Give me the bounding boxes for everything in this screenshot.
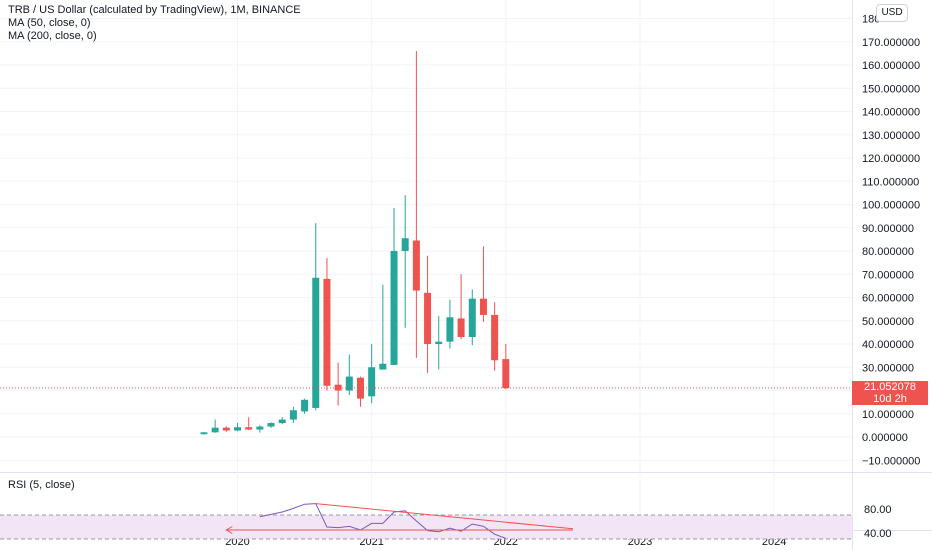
candle-body	[211, 427, 219, 433]
price-tick-label: 30.000000	[862, 362, 914, 374]
candle-body	[446, 317, 454, 342]
price-tick-label: 70.000000	[862, 269, 914, 281]
price-tick-label: 60.000000	[862, 293, 914, 305]
candle-body	[234, 427, 241, 431]
price-tick-label: −10.000000	[862, 455, 920, 467]
candle-2020-09	[323, 257, 331, 391]
price-tick-label: 10.000000	[862, 409, 914, 421]
price-tick-label: 40.000000	[862, 339, 914, 351]
ma200-legend[interactable]: MA (200, close, 0)	[8, 30, 97, 42]
candles	[200, 51, 510, 435]
price-tick-label: 140.000000	[862, 107, 920, 119]
candle-body	[256, 426, 264, 430]
candle-2021-03	[390, 207, 398, 365]
candle-2021-11	[479, 246, 487, 322]
candle-2021-05	[412, 51, 420, 358]
price-tick-label: 90.000000	[862, 223, 914, 235]
rsi-tick-label: 80.00	[864, 504, 892, 516]
last-price-value: 21.052078	[864, 381, 916, 393]
candle-2020-03	[256, 425, 264, 433]
candle-body	[412, 240, 420, 291]
price-axis-labels: 180 170.000000 160.000000 150.000000 140.000…	[862, 14, 920, 468]
rsi-legend[interactable]: RSI (5, close)	[8, 479, 75, 491]
candle-body	[379, 363, 387, 370]
candle-body	[345, 376, 353, 391]
rsi-band	[0, 515, 852, 539]
rsi-line	[259, 503, 506, 539]
candle-2019-12	[222, 426, 230, 432]
rsi-trendline-1	[315, 503, 573, 530]
candle-body	[200, 432, 208, 435]
candle-2020-01	[234, 423, 241, 432]
chart-title: TRB / US Dollar (calculated by TradingVi…	[8, 4, 301, 16]
candle-2021-06	[424, 255, 432, 374]
candle-body	[245, 427, 253, 430]
price-tick-label: 0.000000	[862, 432, 908, 444]
candle-body	[457, 318, 465, 338]
candle-2020-08	[312, 223, 320, 411]
candle-body	[401, 238, 409, 251]
candle-body	[222, 427, 230, 431]
price-tick-label: 120.000000	[862, 153, 920, 165]
candle-2021-07	[435, 316, 443, 370]
candle-2020-05	[278, 417, 286, 425]
price-tick-label: 110.000000	[862, 176, 919, 188]
candle-2021-09	[457, 274, 465, 340]
candle-body	[368, 367, 376, 397]
candle-body	[267, 423, 275, 427]
candle-2021-12	[491, 302, 499, 371]
candle-body	[323, 278, 331, 386]
candle-body	[502, 359, 510, 389]
candle-2021-04	[401, 195, 409, 328]
candle-2020-04	[267, 422, 275, 428]
candle-body	[334, 384, 342, 391]
candle-2022-01	[502, 344, 510, 390]
price-tick-label: 50.000000	[862, 316, 914, 328]
candle-2021-01	[368, 344, 376, 404]
candle-body	[424, 292, 432, 344]
price-tick-label: 130.000000	[862, 130, 920, 142]
candle-2021-10	[468, 289, 476, 346]
rsi-axis-labels: 80.00 40.00	[864, 504, 892, 540]
currency-button[interactable]: USD	[876, 4, 908, 22]
price-tick-label: 150.000000	[862, 83, 920, 95]
candle-body	[289, 410, 297, 420]
price-tick-label: 100.000000	[862, 200, 920, 212]
price-tick-label: 80.000000	[862, 246, 914, 258]
candle-body	[278, 419, 286, 424]
last-price-tag: 21.052078 10d 2h	[852, 381, 928, 405]
candle-2020-10	[334, 362, 342, 406]
candle-body	[435, 341, 443, 344]
trendline-arrow-head	[225, 526, 233, 534]
rsi-tick-label: 40.00	[864, 528, 892, 540]
candle-body	[312, 277, 320, 408]
ma50-legend[interactable]: MA (50, close, 0)	[8, 17, 91, 29]
price-tick-label: 160.000000	[862, 60, 920, 72]
candle-body	[479, 298, 487, 315]
price-tick-label: 180	[862, 14, 880, 26]
candle-body	[301, 399, 309, 412]
candle-body	[491, 314, 499, 361]
candle-2020-02	[245, 417, 253, 431]
candle-2021-08	[446, 299, 454, 349]
candle-body	[390, 251, 398, 365]
candle-2020-06	[289, 406, 297, 424]
candle-2020-07	[301, 398, 309, 414]
candle-2021-02	[379, 284, 387, 370]
candle-body	[468, 298, 476, 338]
candle-2019-11	[211, 419, 219, 433]
price-tick-label: 170.000000	[862, 37, 920, 49]
bar-countdown: 10d 2h	[873, 393, 907, 405]
candle-2019-10	[200, 431, 208, 435]
candle-2020-11	[345, 354, 353, 396]
